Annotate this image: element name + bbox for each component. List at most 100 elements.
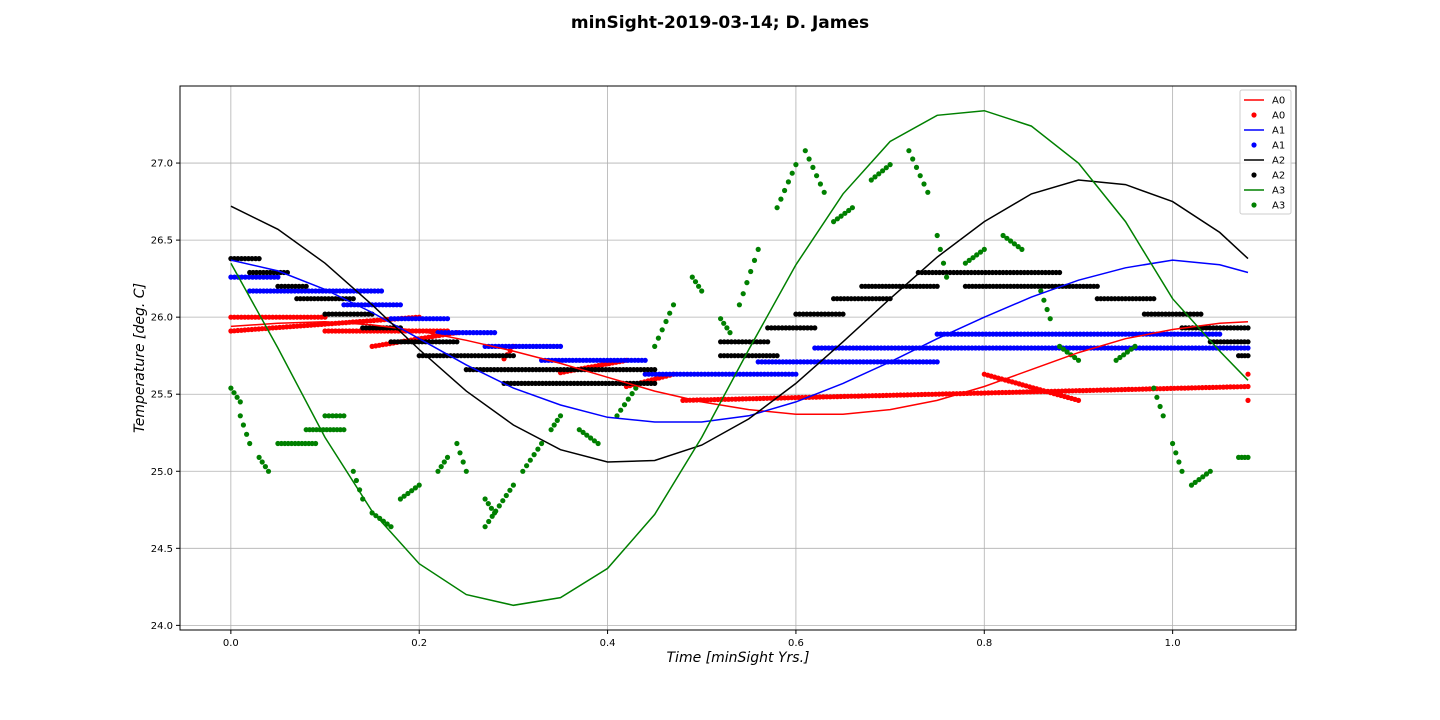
- data-point: [655, 335, 662, 341]
- data-point: [812, 325, 818, 331]
- data-point: [576, 427, 582, 433]
- data-point: [467, 330, 473, 336]
- data-point: [322, 296, 328, 302]
- data-point: [527, 457, 533, 463]
- data-point: [1245, 371, 1251, 377]
- data-point: [748, 268, 754, 275]
- data-point: [384, 521, 390, 527]
- data-point: [772, 325, 778, 331]
- data-point: [446, 330, 452, 336]
- data-point: [872, 174, 878, 180]
- data-point: [249, 256, 255, 262]
- data-point: [721, 339, 727, 345]
- data-point: [804, 325, 811, 331]
- data-point: [1203, 471, 1210, 477]
- data-point: [917, 359, 923, 365]
- data-point: [1000, 232, 1006, 239]
- data-point: [768, 325, 774, 331]
- data-point: [237, 399, 243, 405]
- legend-label: A2: [1272, 156, 1285, 167]
- data-point: [395, 316, 401, 322]
- y-tick-label: 24.5: [151, 544, 173, 555]
- data-point: [993, 269, 999, 276]
- data-point: [531, 452, 537, 458]
- data-point: [810, 164, 816, 170]
- data-point: [755, 246, 761, 252]
- data-point: [1179, 468, 1185, 474]
- data-point: [786, 325, 793, 331]
- data-point: [438, 464, 444, 470]
- data-point: [1159, 311, 1165, 317]
- data-point: [488, 330, 494, 336]
- data-point: [377, 515, 383, 522]
- data-point: [831, 219, 837, 225]
- data-point: [774, 205, 780, 211]
- data-point: [1072, 354, 1078, 361]
- data-point: [275, 283, 281, 289]
- data-point: [757, 339, 764, 345]
- data-point: [358, 311, 364, 317]
- data-point: [1170, 440, 1176, 447]
- data-point: [595, 440, 601, 447]
- data-point: [934, 359, 940, 365]
- data-point: [264, 274, 270, 280]
- data-point: [721, 320, 727, 326]
- grid: [180, 86, 1296, 630]
- data-point: [1112, 296, 1118, 302]
- data-point: [880, 168, 886, 174]
- data-point: [793, 311, 799, 317]
- data-point: [234, 394, 240, 400]
- data-point: [341, 427, 347, 433]
- data-point: [633, 385, 639, 391]
- y-tick-label: 24.0: [151, 621, 173, 632]
- data-point: [1133, 296, 1139, 302]
- data-point: [435, 468, 441, 474]
- data-point: [653, 371, 659, 377]
- data-point: [754, 339, 760, 345]
- data-point: [271, 274, 277, 280]
- data-point: [1117, 354, 1123, 361]
- x-tick-label: 0.8: [976, 638, 992, 649]
- data-point: [625, 396, 631, 402]
- data-point: [489, 513, 495, 519]
- legend-label: A1: [1272, 141, 1285, 152]
- data-point: [1173, 450, 1179, 456]
- data-point: [815, 311, 821, 317]
- data-point: [842, 210, 848, 216]
- data-point: [341, 413, 347, 419]
- data-point: [670, 302, 677, 308]
- data-point: [979, 269, 985, 276]
- data-point: [848, 296, 854, 302]
- data-point: [1015, 244, 1021, 250]
- data-point: [231, 274, 238, 280]
- data-point: [1176, 459, 1182, 465]
- data-point: [782, 187, 788, 194]
- data-point: [313, 440, 319, 447]
- data-point: [444, 454, 451, 460]
- data-point: [1200, 474, 1206, 480]
- data-point: [554, 417, 560, 423]
- data-point: [492, 330, 498, 336]
- data-point: [778, 196, 784, 202]
- data-point: [1008, 238, 1014, 244]
- data-point: [510, 353, 516, 359]
- data-point: [934, 283, 940, 289]
- x-tick-label: 0.2: [411, 638, 427, 649]
- data-point: [614, 413, 620, 419]
- data-point: [925, 189, 931, 195]
- data-point: [548, 427, 554, 433]
- data-point: [689, 274, 695, 280]
- data-point: [259, 459, 265, 465]
- data-point: [441, 459, 447, 465]
- data-point: [732, 339, 738, 345]
- data-point: [240, 422, 246, 428]
- data-point: [836, 359, 842, 365]
- data-point: [834, 216, 841, 222]
- data-point: [482, 496, 488, 502]
- data-point: [557, 343, 564, 349]
- data-point: [486, 518, 492, 525]
- data-point: [906, 148, 912, 154]
- data-point: [350, 468, 356, 474]
- data-point: [822, 311, 828, 317]
- data-point: [1245, 325, 1251, 331]
